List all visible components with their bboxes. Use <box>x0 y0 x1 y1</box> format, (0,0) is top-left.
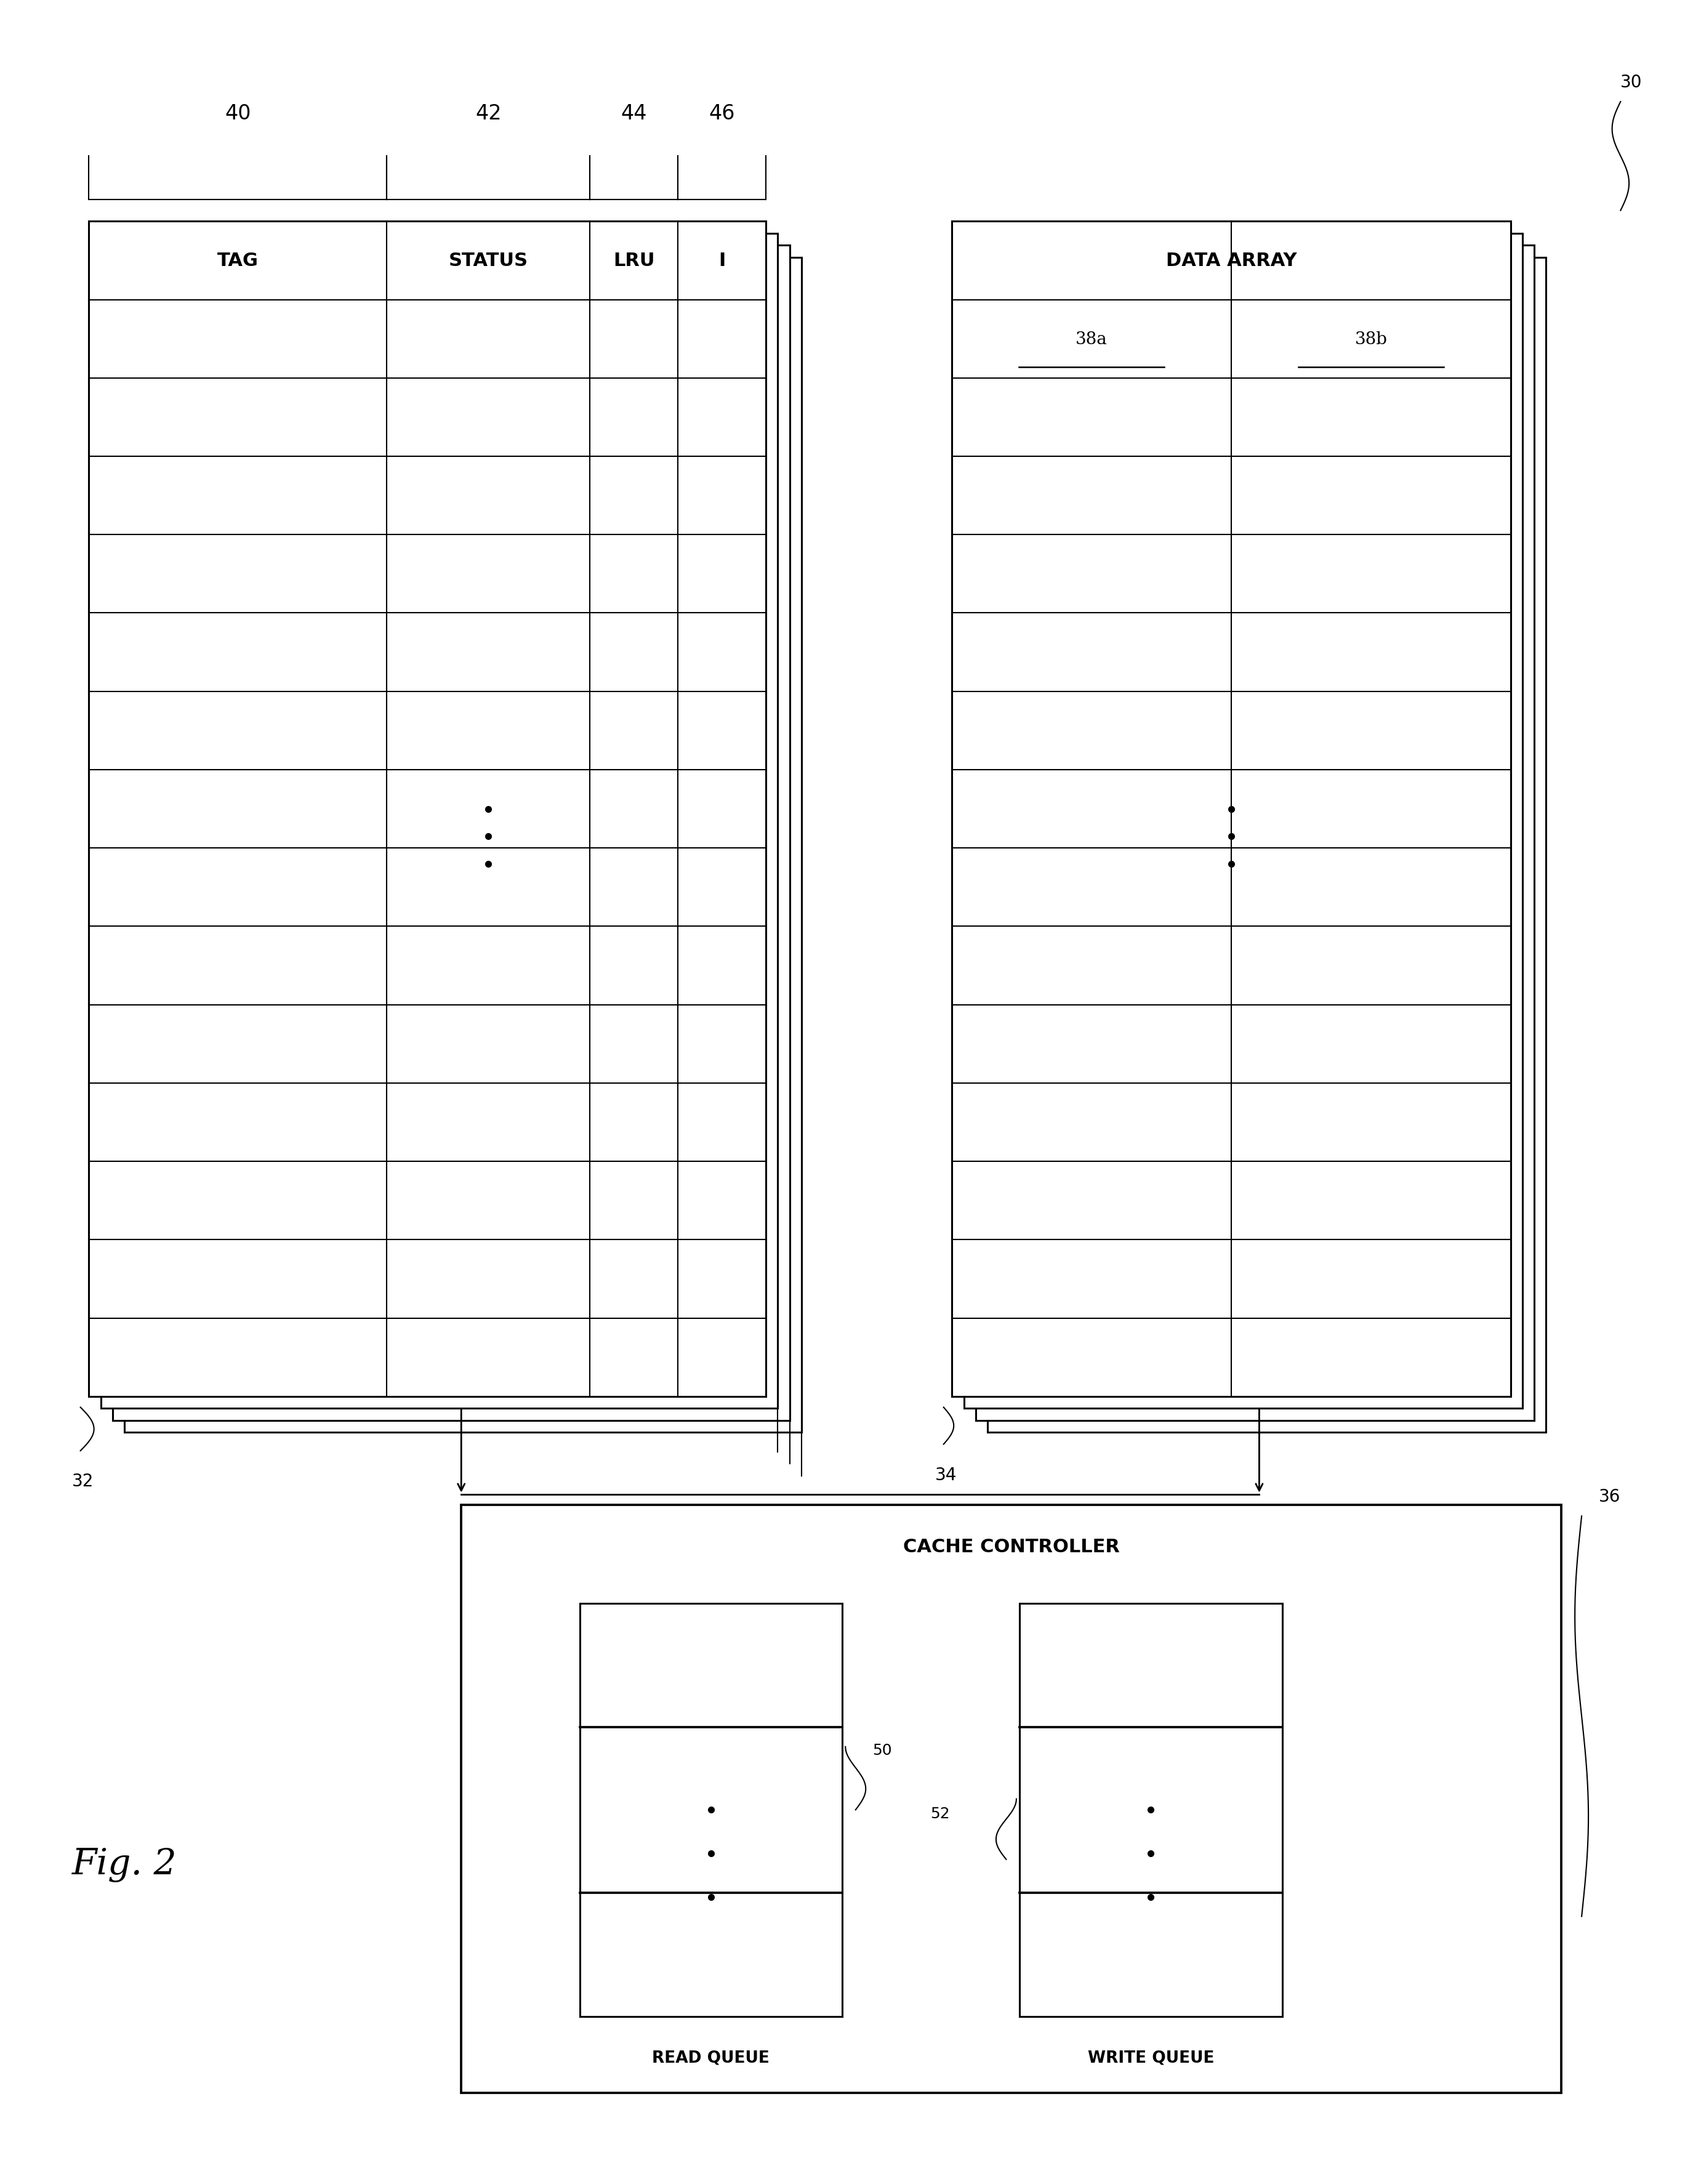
Bar <box>580 1603 842 2016</box>
Text: 50: 50 <box>873 1743 891 1758</box>
Text: CACHE CONTROLLER: CACHE CONTROLLER <box>903 1538 1119 1555</box>
Text: 42: 42 <box>475 103 502 124</box>
Text: 32: 32 <box>71 1472 94 1489</box>
Bar <box>124 258 801 1433</box>
Text: DATA ARRAY: DATA ARRAY <box>1165 251 1296 271</box>
Text: 46: 46 <box>709 103 735 124</box>
Text: Fig. 2: Fig. 2 <box>71 1848 177 1883</box>
Text: 34: 34 <box>936 1465 958 1483</box>
Text: 30: 30 <box>1621 74 1643 92</box>
Text: 36: 36 <box>1599 1487 1621 1505</box>
Text: 40: 40 <box>225 103 252 124</box>
Text: WRITE QUEUE: WRITE QUEUE <box>1087 2049 1215 2066</box>
Bar <box>964 234 1522 1409</box>
Bar <box>1019 1603 1283 2016</box>
Bar <box>112 247 789 1420</box>
Text: 52: 52 <box>930 1806 949 1821</box>
Text: READ QUEUE: READ QUEUE <box>651 2049 769 2066</box>
Bar <box>461 1505 1562 2092</box>
Bar <box>100 234 777 1409</box>
Text: 38a: 38a <box>1075 332 1107 347</box>
Text: TAG: TAG <box>218 251 259 271</box>
Bar <box>976 247 1534 1420</box>
Bar <box>953 223 1510 1396</box>
Bar <box>88 223 765 1396</box>
Text: LRU: LRU <box>612 251 655 271</box>
Text: I: I <box>718 251 725 271</box>
Text: 44: 44 <box>621 103 646 124</box>
Text: STATUS: STATUS <box>449 251 527 271</box>
Text: 38b: 38b <box>1354 332 1388 347</box>
Bar <box>988 258 1546 1433</box>
